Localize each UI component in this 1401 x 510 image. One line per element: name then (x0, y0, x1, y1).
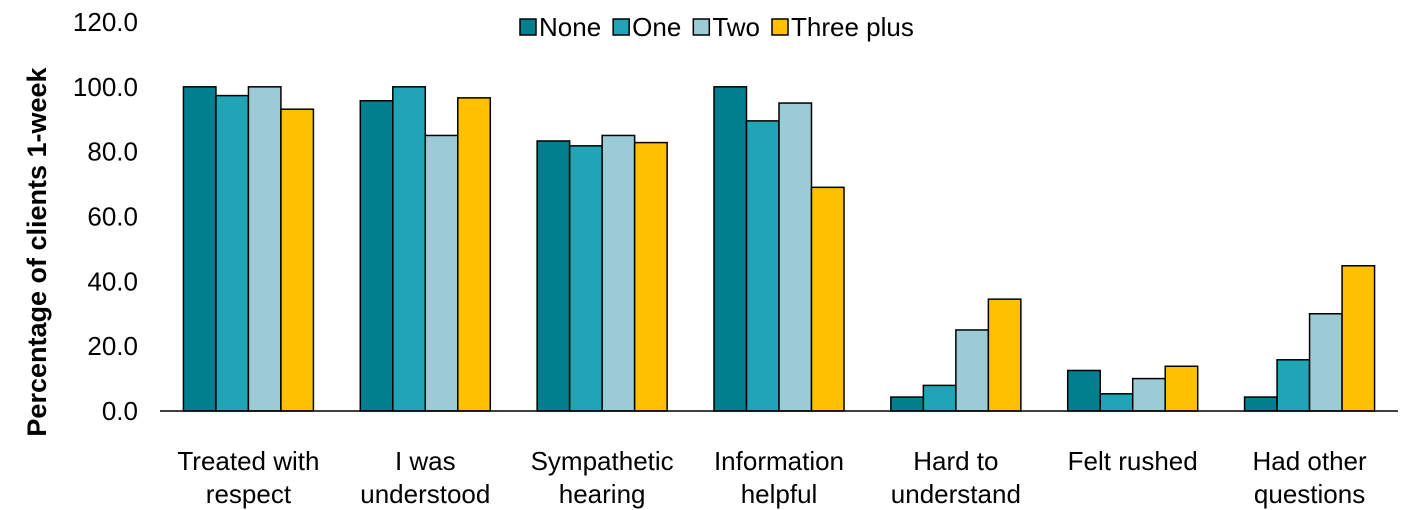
x-category-label: Information (714, 446, 844, 476)
bar-one (568, 145, 603, 412)
legend-swatch (771, 18, 789, 36)
y-tick-label: 0.0 (102, 396, 138, 426)
bar-three-plus (280, 108, 315, 412)
legend-item: None (519, 12, 601, 42)
legend-item: One (612, 12, 681, 42)
bar-two (247, 86, 282, 412)
bar-none (359, 100, 394, 412)
y-axis-title: Percentage of clients 1-week (22, 66, 52, 436)
x-category-label: questions (1254, 479, 1365, 509)
bar-one (745, 120, 780, 412)
x-category-label: helpful (741, 479, 818, 509)
bar-none (1243, 396, 1278, 412)
legend: None One Two Three plus (519, 12, 914, 42)
y-axis-ticks: 0.0 20.0 40.0 60.0 80.0 100.0 120.0 (73, 7, 138, 426)
x-category-label: Sympathetic (531, 446, 674, 476)
x-category-label: Treated with (177, 446, 319, 476)
bar-one (922, 384, 957, 412)
bar-none (713, 86, 748, 412)
legend-swatch (612, 18, 630, 36)
y-tick-label: 100.0 (73, 72, 138, 102)
x-category-label: Had other (1252, 446, 1367, 476)
bar-one (215, 94, 250, 412)
legend-swatch (519, 18, 537, 36)
y-tick-label: 120.0 (73, 7, 138, 37)
y-tick-label: 20.0 (87, 331, 138, 361)
legend-label: Two (712, 12, 760, 42)
x-category-label: I was (395, 446, 456, 476)
x-category-label: Hard to (913, 446, 998, 476)
x-category-label: understood (360, 479, 490, 509)
bar-none (182, 86, 217, 412)
bar-none (890, 396, 925, 412)
bar-one (1099, 393, 1134, 412)
bar-three-plus (633, 141, 668, 412)
bar-none (536, 140, 571, 412)
bar-two (601, 134, 636, 412)
bar-three-plus (1164, 365, 1199, 412)
bar-two (424, 134, 459, 412)
bar-two (955, 329, 990, 412)
x-category-label: hearing (559, 479, 646, 509)
x-category-label: Felt rushed (1068, 446, 1198, 476)
y-tick-label: 80.0 (87, 137, 138, 167)
legend-label: Three plus (791, 12, 914, 42)
bar-two (778, 102, 813, 412)
y-tick-label: 60.0 (87, 202, 138, 232)
legend-swatch (692, 18, 711, 36)
bar-three-plus (810, 186, 845, 412)
bar-none (1066, 369, 1101, 412)
bar-two (1308, 313, 1343, 412)
legend-item: Two (692, 12, 760, 42)
bar-two (1131, 377, 1166, 412)
bar-one (1276, 359, 1311, 412)
legend-label: One (632, 12, 681, 42)
bar-one (392, 86, 427, 412)
bar-three-plus (987, 298, 1022, 412)
x-category-label: understand (891, 479, 1021, 509)
y-tick-label: 40.0 (87, 266, 138, 296)
legend-item: Three plus (771, 12, 914, 42)
x-category-label: respect (206, 479, 292, 509)
legend-label: None (539, 12, 601, 42)
bar-three-plus (1341, 265, 1376, 412)
bars (182, 86, 1376, 412)
bar-three-plus (457, 97, 492, 412)
